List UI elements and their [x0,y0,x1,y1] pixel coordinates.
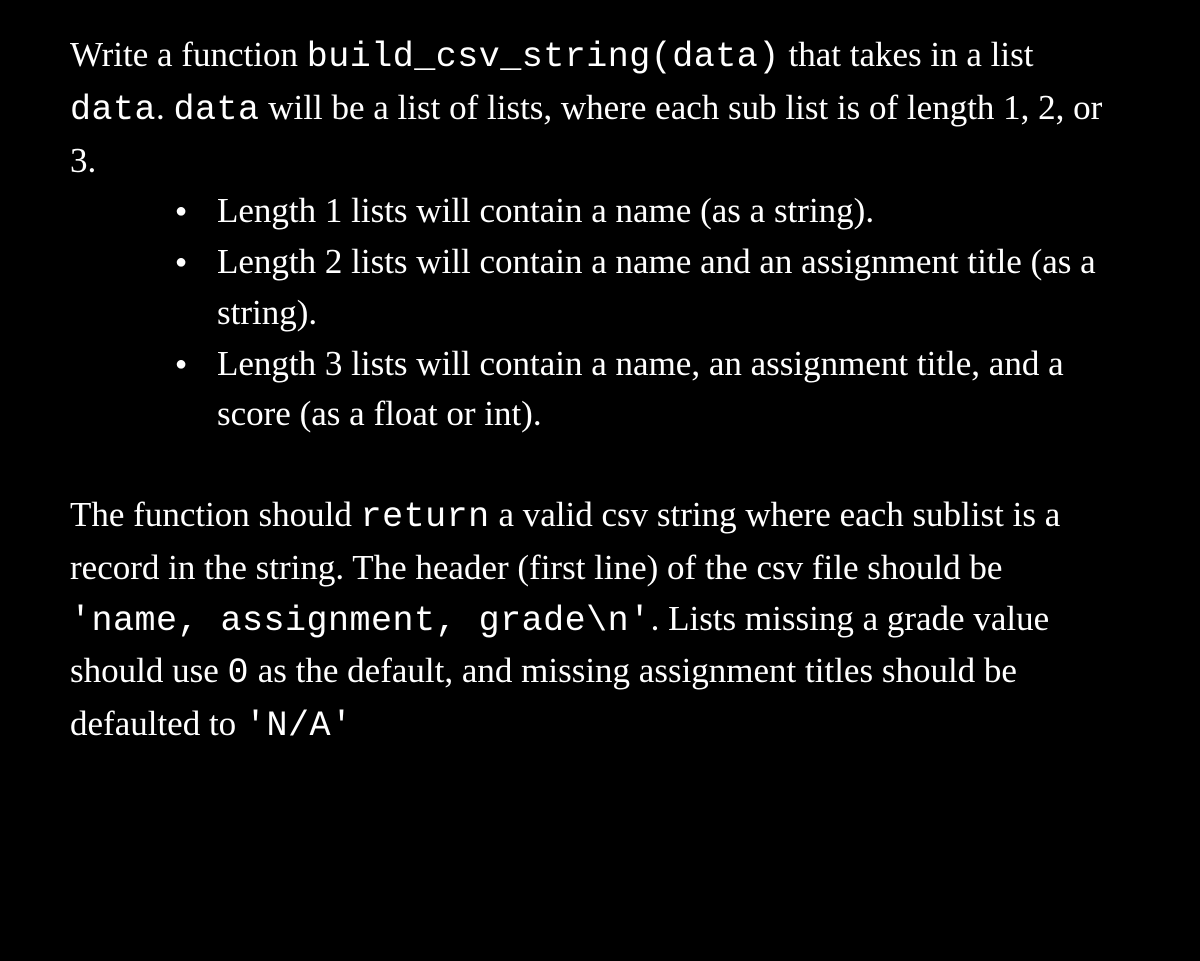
text-segment: The function should [70,495,361,534]
text-segment: Write a function [70,35,307,74]
document-content: Write a function build_csv_string(data) … [70,30,1130,752]
code-segment: data [70,90,156,130]
text-segment: . [156,88,174,127]
list-item: Length 2 lists will contain a name and a… [175,237,1130,339]
list-item: Length 3 lists will contain a name, an a… [175,339,1130,441]
paragraph-description: The function should return a valid csv s… [70,490,1130,752]
list-item-text: Length 2 lists will contain a name and a… [217,242,1096,332]
list-item: Length 1 lists will contain a name (as a… [175,186,1130,237]
code-segment: 0 [228,653,250,693]
code-segment: return [361,497,490,537]
code-segment: 'name, assignment, grade\n' [70,601,651,641]
text-segment: that takes in a list [780,35,1034,74]
code-segment: build_csv_string(data) [307,37,780,77]
paragraph-intro: Write a function build_csv_string(data) … [70,30,1130,186]
list-item-text: Length 3 lists will contain a name, an a… [217,344,1064,434]
list-item-text: Length 1 lists will contain a name (as a… [217,191,874,230]
code-segment: 'N/A' [245,706,353,746]
bullet-list: Length 1 lists will contain a name (as a… [70,186,1130,440]
code-segment: data [174,90,260,130]
